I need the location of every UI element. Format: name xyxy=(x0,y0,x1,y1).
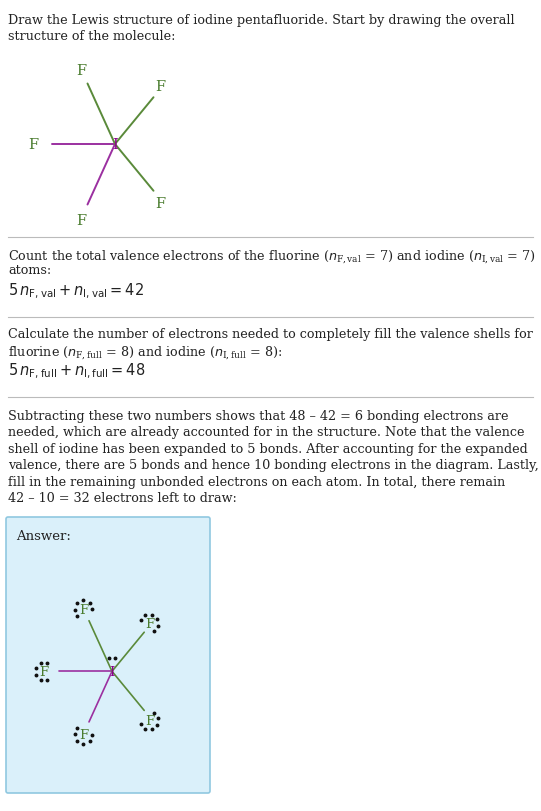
Text: F: F xyxy=(76,213,86,228)
Text: I: I xyxy=(112,138,118,152)
Text: F: F xyxy=(29,138,38,152)
Text: fluorine ($n_\mathregular{F,full}$ = 8) and iodine ($n_\mathregular{I,full}$ = 8: fluorine ($n_\mathregular{F,full}$ = 8) … xyxy=(8,344,282,360)
Text: F: F xyxy=(79,603,88,616)
FancyBboxPatch shape xyxy=(6,517,210,793)
Text: I: I xyxy=(109,665,115,678)
Text: F: F xyxy=(145,714,154,727)
Text: $5\,n_\mathregular{F,val} + n_\mathregular{I,val} = 42$: $5\,n_\mathregular{F,val} + n_\mathregul… xyxy=(8,281,144,301)
Text: $5\,n_\mathregular{F,full} + n_\mathregular{I,full} = 48$: $5\,n_\mathregular{F,full} + n_\mathregu… xyxy=(8,362,146,381)
Text: F: F xyxy=(79,728,88,741)
Text: F: F xyxy=(155,197,165,211)
Text: atoms:: atoms: xyxy=(8,264,51,277)
Text: needed, which are already accounted for in the structure. Note that the valence: needed, which are already accounted for … xyxy=(8,426,525,439)
Text: shell of iodine has been expanded to 5 bonds. After accounting for the expanded: shell of iodine has been expanded to 5 b… xyxy=(8,443,528,456)
Text: valence, there are 5 bonds and hence 10 bonding electrons in the diagram. Lastly: valence, there are 5 bonds and hence 10 … xyxy=(8,459,539,472)
Text: Subtracting these two numbers shows that 48 – 42 = 6 bonding electrons are: Subtracting these two numbers shows that… xyxy=(8,410,509,423)
Text: 42 – 10 = 32 electrons left to draw:: 42 – 10 = 32 electrons left to draw: xyxy=(8,492,237,505)
Text: Count the total valence electrons of the fluorine ($n_\mathregular{F,val}$ = 7) : Count the total valence electrons of the… xyxy=(8,247,536,264)
Text: fill in the remaining unbonded electrons on each atom. In total, there remain: fill in the remaining unbonded electrons… xyxy=(8,475,505,488)
Text: Draw the Lewis structure of iodine pentafluoride. Start by drawing the overall: Draw the Lewis structure of iodine penta… xyxy=(8,14,514,27)
Text: F: F xyxy=(76,64,86,78)
Text: F: F xyxy=(155,80,165,94)
Text: structure of the molecule:: structure of the molecule: xyxy=(8,30,175,43)
Text: F: F xyxy=(39,665,49,678)
Text: F: F xyxy=(145,616,154,630)
Text: Calculate the number of electrons needed to completely fill the valence shells f: Calculate the number of electrons needed… xyxy=(8,328,533,341)
Text: Answer:: Answer: xyxy=(16,530,71,543)
